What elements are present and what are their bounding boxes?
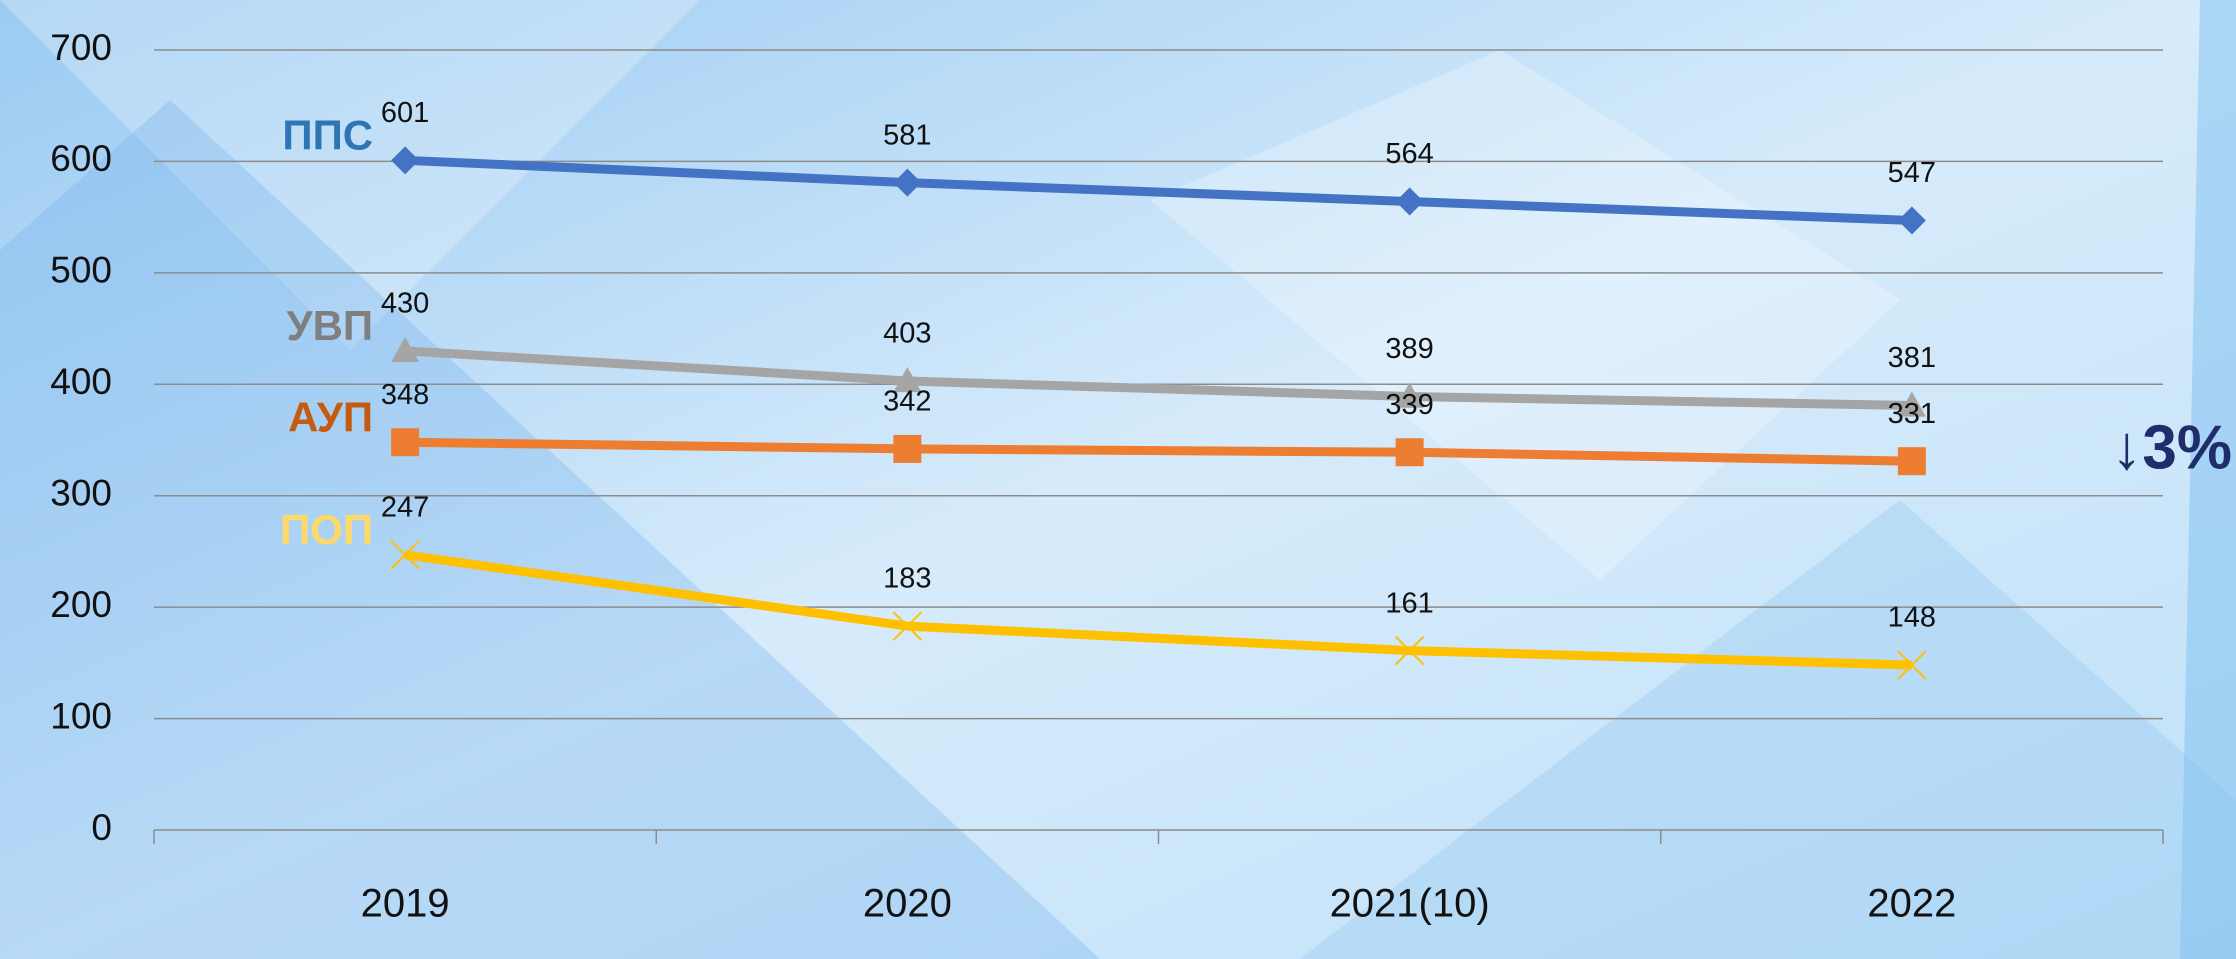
data-label: 148 — [1888, 602, 1936, 634]
data-label: 331 — [1888, 398, 1936, 430]
marker — [1394, 635, 1425, 666]
y-tick-label: 600 — [50, 138, 112, 179]
x-tick-label: 2022 — [1867, 882, 1956, 926]
marker — [1897, 650, 1927, 680]
y-tick-label: 0 — [91, 807, 112, 848]
decoration — [1150, 50, 1900, 580]
series-name: АУП — [288, 393, 373, 440]
series-line — [404, 346, 1912, 410]
data-label: 381 — [1888, 342, 1936, 374]
series-name: ППС — [282, 111, 373, 158]
data-label: 389 — [1385, 333, 1433, 365]
data-label: 581 — [883, 119, 931, 151]
y-tick-label: 500 — [50, 250, 112, 291]
data-label: 161 — [1385, 587, 1433, 619]
series-name: ПОП — [280, 506, 373, 553]
series-line — [404, 550, 1913, 670]
marker — [1395, 187, 1424, 216]
marker — [1897, 447, 1926, 476]
data-label: 247 — [381, 491, 429, 523]
x-tick-label: 2020 — [863, 882, 952, 926]
data-label: 339 — [1385, 389, 1433, 421]
marker — [1395, 382, 1424, 408]
series-line — [404, 155, 1913, 225]
y-tick-label: 200 — [50, 584, 112, 625]
data-label: 547 — [1888, 157, 1936, 189]
x-tick-label: 2021(10) — [1330, 882, 1490, 926]
y-tick-label: 400 — [50, 361, 112, 402]
marker — [391, 428, 420, 457]
decoration — [0, 0, 700, 350]
decoration — [1300, 500, 2236, 959]
marker — [893, 168, 922, 197]
decoration — [0, 100, 1100, 959]
marker — [893, 434, 922, 463]
data-label: 430 — [381, 288, 429, 320]
data-label: 403 — [883, 318, 931, 350]
x-tick-label: 2019 — [361, 882, 450, 926]
annotation: ↓3% — [2111, 413, 2232, 482]
data-label: 348 — [381, 379, 429, 411]
series-name: УВП — [286, 302, 373, 349]
marker — [892, 611, 923, 641]
decoration — [2180, 0, 2236, 959]
data-label: 601 — [381, 97, 429, 129]
marker — [1395, 438, 1424, 467]
y-tick-label: 700 — [50, 27, 112, 68]
plot: 0 100 200 300 400 500 600 700 2019 2020 2021(10) 20… — [50, 27, 2164, 926]
marker — [391, 336, 420, 363]
marker — [893, 366, 922, 393]
marker — [390, 540, 420, 570]
marker — [391, 146, 420, 175]
data-label: 564 — [1385, 138, 1433, 170]
data-label: 342 — [883, 386, 931, 418]
y-tick-label: 100 — [50, 695, 112, 736]
marker — [1897, 391, 1926, 417]
y-tick-label: 300 — [50, 472, 112, 513]
marker — [1897, 206, 1926, 235]
data-label: 183 — [883, 563, 931, 595]
series-line — [405, 437, 1912, 466]
